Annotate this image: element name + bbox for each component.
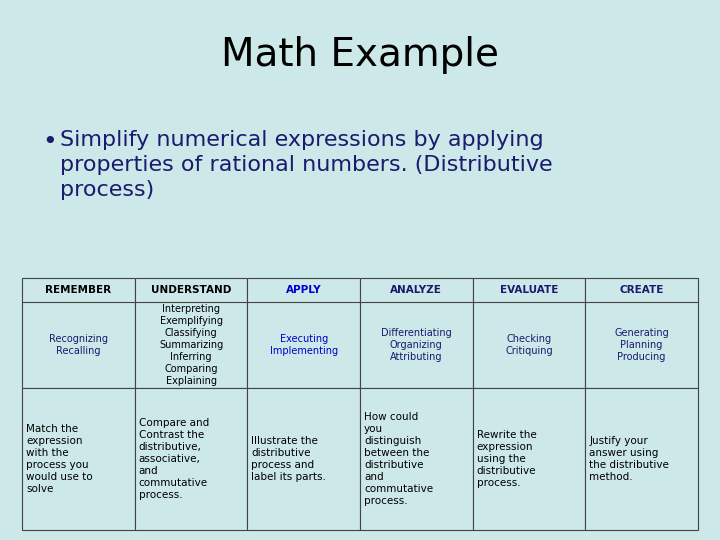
Text: •: • — [42, 130, 57, 154]
Text: Match the
expression
with the
process you
would use to
solve: Match the expression with the process yo… — [26, 424, 93, 494]
Text: Recognizing
Recalling: Recognizing Recalling — [49, 334, 108, 356]
Bar — [360, 388, 472, 530]
Text: REMEMBER: REMEMBER — [45, 285, 112, 295]
Text: How could
you
distinguish
between the
distributive
and
commutative
process.: How could you distinguish between the di… — [364, 412, 433, 506]
Bar — [22, 278, 135, 388]
Text: Checking
Critiquing: Checking Critiquing — [505, 334, 553, 356]
Text: Generating
Planning
Producing: Generating Planning Producing — [614, 328, 669, 362]
Text: Interpreting
Exemplifying
Classifying
Summarizing
Inferring
Comparing
Explaining: Interpreting Exemplifying Classifying Su… — [159, 304, 223, 386]
Text: CREATE: CREATE — [619, 285, 664, 295]
Bar — [472, 278, 585, 388]
Text: Differentiating
Organizing
Attributing: Differentiating Organizing Attributing — [381, 328, 451, 362]
Text: Executing
Implementing: Executing Implementing — [269, 334, 338, 356]
Text: Illustrate the
distributive
process and
label its parts.: Illustrate the distributive process and … — [251, 436, 326, 482]
Text: Compare and
Contrast the
distributive,
associative,
and
commutative
process.: Compare and Contrast the distributive, a… — [139, 418, 209, 500]
Text: UNDERSTAND: UNDERSTAND — [150, 285, 231, 295]
Bar — [248, 278, 360, 388]
Text: Rewrite the
expression
using the
distributive
process.: Rewrite the expression using the distrib… — [477, 430, 536, 488]
Text: process): process) — [60, 180, 154, 200]
Bar — [360, 278, 472, 388]
Text: Simplify numerical expressions by applying: Simplify numerical expressions by applyi… — [60, 130, 544, 150]
Bar — [585, 388, 698, 530]
Bar — [22, 388, 135, 530]
Text: Math Example: Math Example — [221, 36, 499, 74]
Text: ANALYZE: ANALYZE — [390, 285, 442, 295]
Bar — [248, 388, 360, 530]
Text: EVALUATE: EVALUATE — [500, 285, 558, 295]
Text: Justify your
answer using
the distributive
method.: Justify your answer using the distributi… — [590, 436, 669, 482]
Text: APPLY: APPLY — [286, 285, 321, 295]
Bar — [135, 278, 248, 388]
Bar — [472, 388, 585, 530]
Bar — [135, 388, 248, 530]
Text: properties of rational numbers. (Distributive: properties of rational numbers. (Distrib… — [60, 155, 553, 175]
Bar — [585, 278, 698, 388]
